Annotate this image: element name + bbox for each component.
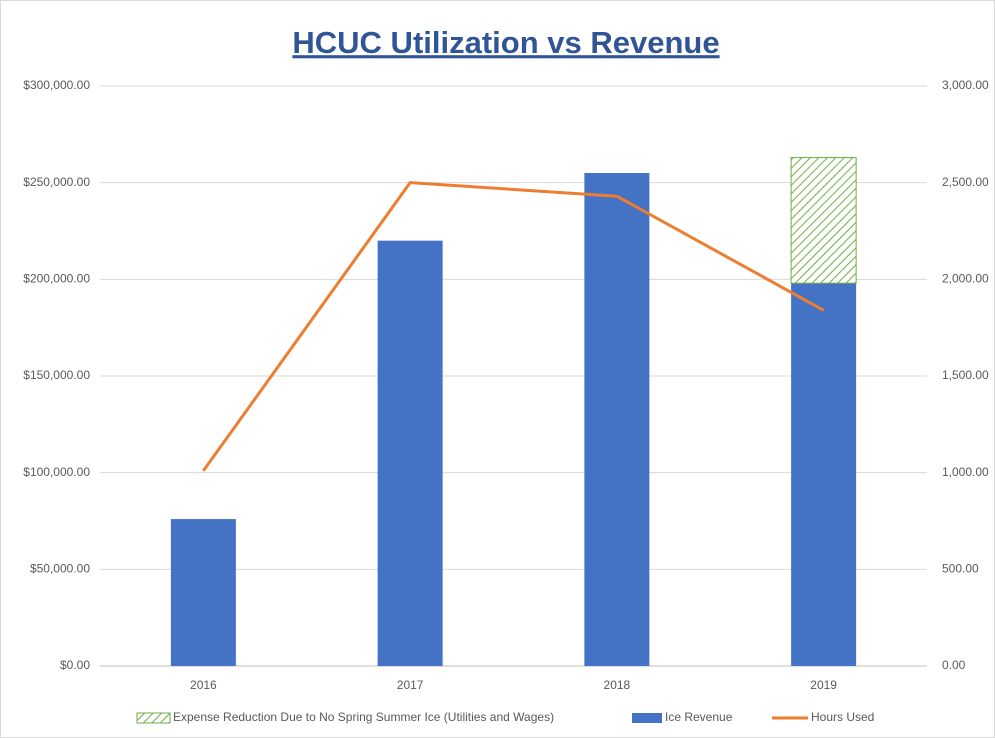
y-tick-label: $250,000.00 [23, 175, 90, 189]
bar [791, 283, 857, 666]
bar [790, 157, 857, 284]
legend-label: Ice Revenue [665, 710, 733, 724]
chart-title: HCUC Utilization vs Revenue [292, 25, 719, 60]
line [202, 181, 825, 472]
y2-tick-label: 2,500.00 [942, 175, 989, 189]
legend-label: Expense Reduction Due to No Spring Summe… [173, 710, 554, 724]
y2-tick-label: 500.00 [942, 562, 979, 576]
y2-tick-label: 1,500.00 [942, 368, 989, 382]
y-tick-label: $100,000.00 [23, 465, 90, 479]
x-tick-label: 2018 [604, 678, 631, 692]
y-tick-label: $50,000.00 [30, 562, 90, 576]
legend-swatch [632, 713, 662, 723]
legend-label: Hours Used [811, 710, 874, 724]
bar [377, 240, 443, 666]
bar [584, 173, 650, 666]
y2-tick-label: 0.00 [942, 658, 966, 672]
x-tick-label: 2016 [190, 678, 217, 692]
y2-tick-label: 3,000.00 [942, 78, 989, 92]
x-tick-label: 2019 [810, 678, 837, 692]
y-tick-label: $0.00 [60, 658, 90, 672]
y2-tick-label: 1,000.00 [942, 465, 989, 479]
legend-swatch [136, 712, 171, 724]
y-tick-label: $150,000.00 [23, 368, 90, 382]
x-tick-label: 2017 [397, 678, 424, 692]
y2-tick-label: 2,000.00 [942, 272, 989, 286]
y-tick-label: $200,000.00 [23, 272, 90, 286]
y-tick-label: $300,000.00 [23, 78, 90, 92]
bar [170, 519, 236, 666]
